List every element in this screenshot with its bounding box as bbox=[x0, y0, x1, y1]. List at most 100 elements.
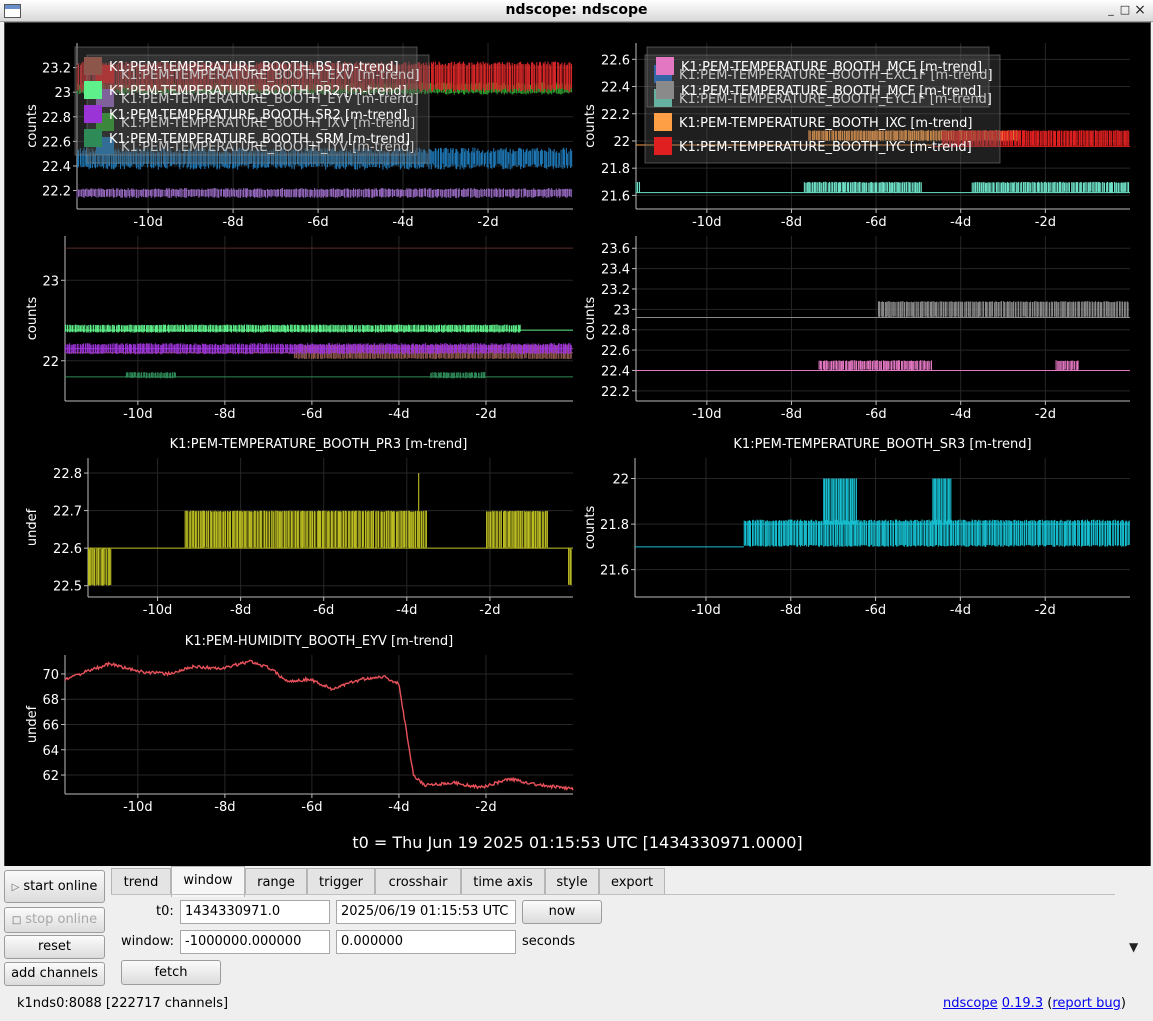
app-icon[interactable] bbox=[4, 4, 21, 18]
x-tick-label: -10d bbox=[691, 603, 721, 618]
legend-swatch bbox=[84, 81, 102, 99]
y-tick-label: 22.4 bbox=[601, 81, 630, 96]
humidity-trace bbox=[64, 659, 574, 791]
version-link[interactable]: 0.19.3 bbox=[1001, 996, 1044, 1011]
y-tick-label: 23 bbox=[54, 86, 71, 101]
y-tick-label: 22.4 bbox=[601, 364, 630, 379]
x-tick-label: -6d bbox=[301, 407, 322, 422]
tab-range[interactable]: range bbox=[245, 868, 307, 895]
y-tick-label: 22 bbox=[42, 355, 59, 370]
legend-swatch bbox=[84, 57, 102, 75]
window-title: ndscope: ndscope bbox=[505, 2, 648, 18]
legend-label: K1:PEM-TEMPERATURE_BOOTH_IXV [m-trend] bbox=[121, 116, 415, 131]
y-tick-label: 70 bbox=[42, 668, 59, 683]
window-label: window: bbox=[121, 934, 174, 949]
x-tick-label: -2d bbox=[475, 800, 496, 815]
tab-divider bbox=[111, 894, 1115, 895]
y-tick-label: 23 bbox=[42, 274, 59, 289]
add-channels-button[interactable]: add channels bbox=[4, 962, 105, 986]
trace bbox=[823, 478, 952, 525]
y-tick-label: 22 bbox=[612, 473, 629, 488]
y-tick-label: 22.5 bbox=[53, 580, 82, 595]
t0-utc-field[interactable]: 2025/06/19 01:15:53 UTC bbox=[336, 900, 516, 924]
ndscope-link[interactable]: ndscope bbox=[942, 996, 998, 1011]
tab-export[interactable]: export bbox=[599, 868, 665, 895]
y-tick-label: 22.2 bbox=[601, 385, 630, 400]
plot-area[interactable]: -10d -8d -6d -4d -2d 23.2 23 22.8 22.6 22.4 22.2 co… bbox=[4, 22, 1151, 867]
t0-readout: t0 = Thu Jun 19 2025 01:15:53 UTC [14343… bbox=[352, 833, 803, 852]
y-tick-label: 22.6 bbox=[53, 542, 82, 557]
legend-swatch bbox=[656, 57, 674, 75]
tab-window[interactable]: window bbox=[171, 866, 245, 897]
now-button[interactable]: now bbox=[522, 900, 602, 924]
stop-icon: □ bbox=[11, 915, 22, 926]
start-online-button[interactable]: ▷ start online bbox=[4, 870, 105, 903]
window-start-field[interactable]: -1000000.000000 bbox=[180, 930, 330, 954]
reset-button[interactable]: reset bbox=[4, 935, 105, 959]
y-tick-label: 68 bbox=[42, 693, 59, 708]
y-tick-label: 22.2 bbox=[601, 108, 630, 123]
plots-canvas[interactable]: -10d -8d -6d -4d -2d23.22322.822.622.422.2co… bbox=[5, 23, 1150, 866]
y-tick-label: 62 bbox=[42, 769, 59, 784]
trace bbox=[64, 324, 573, 333]
x-tick-label: -4d bbox=[396, 603, 417, 618]
y-axis-label: counts bbox=[583, 506, 598, 550]
report-bug-link[interactable]: report bug bbox=[1052, 996, 1121, 1011]
legend-box bbox=[644, 54, 1001, 164]
minimize-button[interactable]: _ bbox=[1108, 3, 1114, 16]
tab-style[interactable]: style bbox=[545, 868, 599, 895]
plot-4: -10d -8d -6d -4d -2d 23.6 23.4 23.2 23 22.8 22.6 22… bbox=[583, 236, 1130, 422]
legend-label: K1:PEM-TEMPERATURE_BOOTH_BS [m-trend] bbox=[109, 60, 399, 75]
plot-title: K1:PEM-HUMIDITY_BOOTH_EYV [m-trend] bbox=[185, 634, 453, 649]
legend-label: K1:PEM-TEMPERATURE_BOOTH_IYC [m-trend] bbox=[679, 140, 972, 155]
t0-gps-field[interactable]: 1434330971.0 bbox=[180, 900, 330, 924]
tab-trigger[interactable]: trigger bbox=[307, 868, 375, 895]
y-tick-label: 21.8 bbox=[600, 518, 629, 533]
x-tick-label: -4d bbox=[392, 215, 413, 230]
x-tick-label: -10d bbox=[143, 603, 173, 618]
y-tick-label: 23.6 bbox=[601, 242, 630, 257]
x-tick-label: -4d bbox=[950, 215, 971, 230]
x-tick-label: -6d bbox=[865, 215, 886, 230]
legend-label: K1:PEM-TEMPERATURE_BOOTH_IXC [m-trend] bbox=[679, 116, 972, 131]
y-tick-label: 22.6 bbox=[601, 53, 630, 68]
legend-swatch bbox=[654, 113, 672, 131]
y-tick-label: 22.4 bbox=[42, 160, 71, 175]
legend-box bbox=[74, 46, 418, 156]
plot-5: -10d -8d -6d -4d -2d 22.8 22.7 22.6 22.5 undef K1:… bbox=[25, 437, 573, 618]
legend-swatch bbox=[656, 81, 674, 99]
tab-trend[interactable]: trend bbox=[111, 868, 171, 895]
x-tick-label: -10d bbox=[692, 215, 722, 230]
seconds-label: seconds bbox=[522, 934, 576, 949]
close-button[interactable]: × bbox=[1134, 2, 1146, 18]
y-tick-label: 22.6 bbox=[601, 344, 630, 359]
tab-time-axis[interactable]: time axis bbox=[461, 868, 545, 895]
x-tick-label: -10d bbox=[133, 215, 163, 230]
title-bar: ndscope: ndscope _ □ × bbox=[0, 0, 1153, 22]
stop-online-button[interactable]: □ stop online bbox=[4, 907, 105, 933]
y-tick-label: 23.2 bbox=[42, 62, 71, 77]
trace bbox=[64, 343, 573, 355]
x-tick-label: -8d bbox=[222, 215, 243, 230]
legend-label: K1:PEM-TEMPERATURE_BOOTH_MCF [m-trend] bbox=[681, 84, 981, 99]
legend-label: K1:PEM-TEMPERATURE_BOOTH_EXC1F [m-trend] bbox=[679, 68, 993, 83]
legend-swatch bbox=[654, 137, 672, 155]
x-tick-label: -8d bbox=[781, 407, 802, 422]
y-tick-label: 21.8 bbox=[601, 162, 630, 177]
about-links: ndscope 0.19.3 (report bug) bbox=[942, 996, 1126, 1011]
control-panel: ▷ start online □ stop online reset add cha… bbox=[0, 866, 1153, 1021]
y-tick-label: 22.2 bbox=[42, 185, 71, 200]
window-end-field[interactable]: 0.000000 bbox=[336, 930, 516, 954]
x-tick-label: -2d bbox=[1035, 407, 1056, 422]
fetch-button[interactable]: fetch bbox=[121, 960, 221, 985]
maximize-button[interactable]: □ bbox=[1119, 3, 1131, 16]
t0-label: t0: bbox=[156, 904, 174, 919]
y-axis-label: undef bbox=[25, 705, 40, 743]
trace bbox=[87, 548, 572, 586]
tab-crosshair[interactable]: crosshair bbox=[375, 868, 461, 895]
x-tick-label: -6d bbox=[313, 603, 334, 618]
plot-frame bbox=[88, 458, 573, 597]
legend-label: K1:PEM-TEMPERATURE_BOOTH_MCE [m-trend] bbox=[681, 60, 982, 75]
x-tick-label: -6d bbox=[865, 407, 886, 422]
expand-arrow-icon[interactable]: ▼ bbox=[1129, 940, 1139, 954]
